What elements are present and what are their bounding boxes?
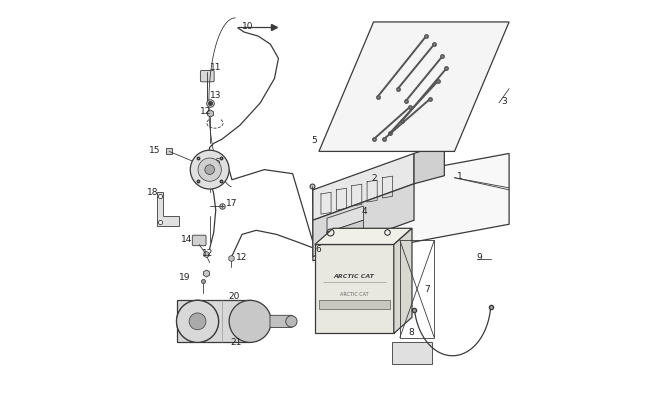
Circle shape: [190, 151, 229, 190]
Polygon shape: [394, 229, 412, 334]
Text: 19: 19: [179, 273, 191, 281]
Text: 16: 16: [210, 158, 221, 166]
Text: 13: 13: [210, 91, 221, 100]
Bar: [382, 229, 396, 236]
Text: 2: 2: [372, 174, 377, 183]
Text: 8: 8: [408, 327, 413, 336]
Polygon shape: [177, 301, 250, 343]
Text: 15: 15: [149, 145, 161, 155]
Text: 17: 17: [226, 198, 237, 207]
Text: 4: 4: [361, 206, 367, 215]
Text: 18: 18: [147, 188, 159, 197]
Polygon shape: [327, 221, 363, 251]
Bar: [361, 229, 376, 236]
Circle shape: [286, 316, 297, 327]
Text: 20: 20: [228, 291, 239, 300]
Polygon shape: [315, 229, 412, 245]
Polygon shape: [313, 154, 509, 261]
Text: 5: 5: [311, 135, 317, 145]
Text: 14: 14: [181, 234, 193, 243]
Bar: [324, 225, 330, 233]
Polygon shape: [313, 184, 414, 257]
FancyBboxPatch shape: [270, 315, 292, 328]
Text: 3: 3: [501, 97, 507, 106]
Polygon shape: [157, 192, 179, 227]
Polygon shape: [315, 245, 394, 334]
FancyBboxPatch shape: [192, 236, 206, 246]
Text: 7: 7: [424, 285, 430, 294]
Circle shape: [205, 165, 214, 175]
Polygon shape: [327, 207, 363, 233]
Bar: [372, 229, 382, 239]
Text: 12: 12: [202, 248, 213, 258]
Circle shape: [177, 301, 218, 343]
Polygon shape: [319, 300, 390, 309]
Polygon shape: [319, 23, 509, 152]
Text: 12: 12: [236, 252, 248, 262]
Text: 21: 21: [230, 337, 241, 346]
Text: 6: 6: [315, 245, 320, 254]
Bar: [374, 225, 381, 233]
Bar: [341, 229, 356, 236]
Text: 11: 11: [210, 63, 221, 72]
Bar: [321, 229, 335, 236]
Circle shape: [229, 301, 271, 343]
Text: 10: 10: [242, 22, 254, 32]
Circle shape: [186, 310, 209, 333]
Circle shape: [198, 159, 222, 182]
FancyBboxPatch shape: [200, 71, 214, 83]
Circle shape: [177, 301, 218, 343]
Polygon shape: [313, 154, 414, 221]
Text: 9: 9: [476, 252, 482, 262]
Text: ARCTIC CAT: ARCTIC CAT: [334, 273, 375, 279]
Text: 1: 1: [456, 172, 462, 181]
Polygon shape: [392, 342, 432, 364]
Text: ARCTIC CAT: ARCTIC CAT: [340, 291, 369, 296]
Polygon shape: [414, 144, 445, 184]
Bar: [322, 229, 332, 239]
Text: 12: 12: [200, 107, 211, 116]
Circle shape: [189, 313, 206, 330]
